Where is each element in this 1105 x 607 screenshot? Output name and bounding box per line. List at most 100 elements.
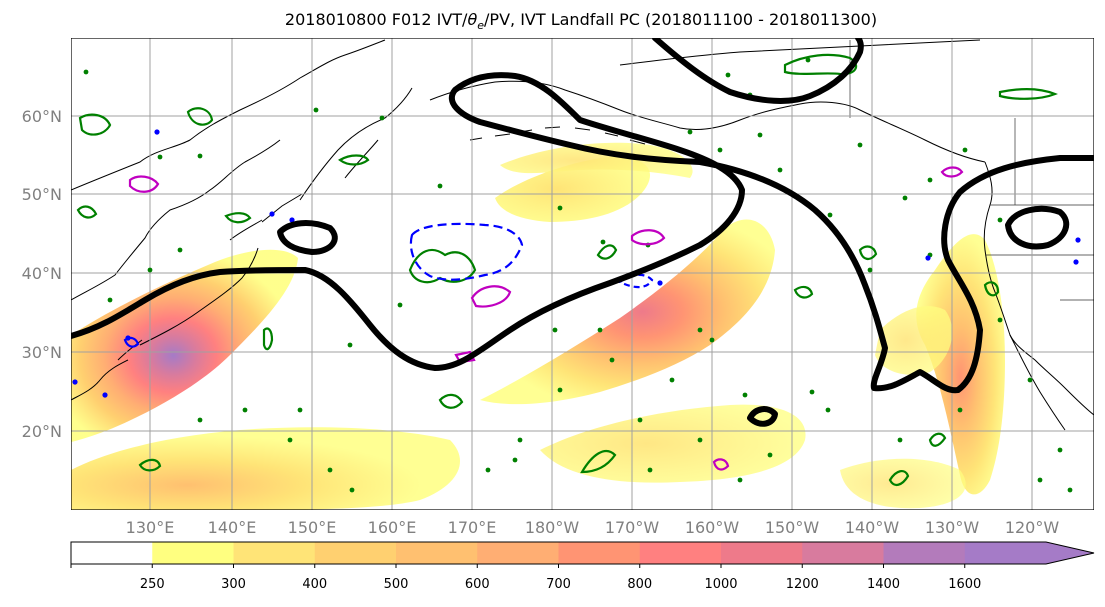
pv-dot — [997, 217, 1003, 223]
pv-dot — [557, 205, 563, 211]
pv-dot — [767, 452, 773, 458]
lon-label: 130°W — [925, 518, 980, 537]
pv-dot — [349, 487, 355, 493]
pv-dot — [997, 317, 1003, 323]
pv-contour-hi — [580, 449, 617, 474]
theta-blue-dashed — [409, 222, 524, 281]
pv-dot — [805, 57, 811, 63]
pv-dot — [379, 115, 385, 121]
pv-dot — [347, 342, 353, 348]
pv-dot — [957, 407, 963, 413]
pv-dot — [717, 147, 723, 153]
theta-blue-dot — [72, 379, 78, 385]
lat-label: 20°N — [22, 422, 62, 441]
pv-dot — [1057, 447, 1063, 453]
pv-contour-south — [438, 393, 464, 409]
coastline-westcoast — [983, 161, 1094, 416]
pv-dot — [697, 327, 703, 333]
theta-blue-dot — [102, 392, 108, 398]
colorbar-tick-label: 1200 — [786, 577, 819, 592]
lon-label: 140°W — [845, 518, 900, 537]
pv-dot — [287, 437, 293, 443]
ivt-coast-plume — [916, 234, 1005, 495]
lon-label: 150°W — [765, 518, 820, 537]
pv-dot — [197, 153, 203, 159]
pv-dot — [687, 129, 693, 135]
pv-dot — [927, 177, 933, 183]
pv-dot — [552, 327, 558, 333]
colorbar-segment — [558, 542, 641, 564]
figure-title: 2018010800 F012 IVT/θe/PV, IVT Landfall … — [285, 10, 877, 32]
us-state-borders — [849, 40, 1094, 301]
pv-dot — [107, 297, 113, 303]
pv-contour-mid3 — [858, 245, 878, 260]
pv-dot — [437, 183, 443, 189]
pv-dot — [742, 392, 748, 398]
pv-dot — [147, 267, 153, 273]
pv-dot — [1067, 487, 1073, 493]
colorbar-segment — [639, 542, 722, 564]
colorbar-tick-label: 800 — [627, 577, 652, 592]
pc-contour-north — [652, 38, 864, 104]
ivt-coast-band — [875, 306, 953, 375]
pv-dot — [647, 467, 653, 473]
pv-dot — [709, 337, 715, 343]
pv-dot — [737, 477, 743, 483]
theta-blue-dots — [72, 129, 1081, 398]
pv-dot — [177, 247, 183, 253]
pv-dot — [902, 195, 908, 201]
theta-contour-1 — [128, 175, 160, 193]
lon-label: 160°E — [368, 518, 417, 537]
pv-dot — [697, 437, 703, 443]
pv-dot — [867, 267, 873, 273]
pv-dot — [809, 389, 815, 395]
theta-contour-2 — [630, 229, 666, 246]
pv-dot — [327, 467, 333, 473]
pv-dot — [297, 407, 303, 413]
pv-dot — [1027, 377, 1033, 383]
pv-dot — [962, 147, 968, 153]
ivt-south-band — [71, 427, 460, 510]
pc-contour-loop-hawaii — [747, 406, 778, 427]
colorbar-tick-label: 1600 — [948, 577, 981, 592]
pv-dot — [757, 132, 763, 138]
pc-contour-loop-west — [277, 220, 338, 255]
pv-dot — [313, 107, 319, 113]
pv-dot — [83, 69, 89, 75]
pv-contours — [76, 53, 1058, 486]
colorbar-tick-label: 250 — [140, 577, 165, 592]
theta-blue-dot — [154, 129, 160, 135]
pv-dot — [637, 417, 643, 423]
pv-contour-east — [888, 470, 910, 486]
colorbar-tick-label: 300 — [221, 577, 246, 592]
theta-blue-dot — [1073, 259, 1079, 265]
lon-label: 170°W — [605, 518, 660, 537]
pv-dot — [517, 437, 523, 443]
theta-blue-dot — [289, 217, 295, 223]
colorbar-segment — [477, 542, 559, 564]
pv-dot — [669, 377, 675, 383]
colorbar-tick-label: 500 — [384, 577, 409, 592]
coastline-kurils — [261, 193, 303, 223]
pv-dot — [1037, 477, 1043, 483]
pv-dot — [600, 239, 606, 245]
coastline-asia — [71, 39, 386, 401]
colorbar-tick-label: 600 — [465, 577, 490, 592]
pv-contour-mid2 — [793, 285, 814, 299]
theta-contour-3 — [470, 285, 512, 308]
theta-blue-dot — [657, 280, 663, 286]
theta-contour-6 — [940, 166, 964, 178]
theta-blue-dot — [269, 211, 275, 217]
colorbar-segment — [964, 542, 1094, 564]
pv-dot — [157, 154, 163, 160]
pv-contour-n2 — [224, 212, 252, 224]
colorbar-outline — [70, 541, 1095, 565]
pv-contour-n3 — [76, 205, 98, 219]
pv-dot — [725, 72, 731, 78]
pv-contour-nw2 — [186, 107, 214, 126]
pv-contour-central — [408, 248, 477, 284]
pv-dot — [857, 142, 863, 148]
coastlines — [71, 39, 1094, 431]
pv-dot — [897, 437, 903, 443]
pv-dot — [397, 302, 403, 308]
